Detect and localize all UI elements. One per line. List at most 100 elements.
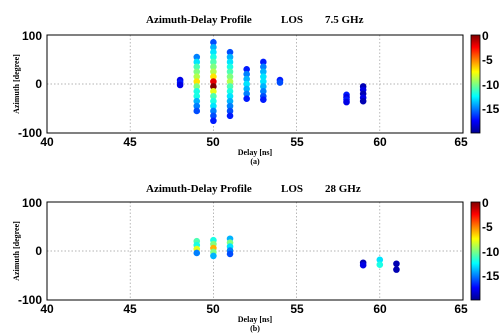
data-point — [226, 68, 234, 76]
data-point — [193, 107, 201, 115]
y-axis-label-b: Azimuth [degree] — [12, 221, 21, 281]
data-point — [260, 63, 267, 71]
data-point — [210, 88, 217, 95]
x-tick-label: 65 — [454, 135, 468, 149]
data-point — [193, 53, 201, 61]
data-point — [193, 92, 201, 100]
data-point — [243, 95, 250, 102]
data-point — [210, 58, 217, 66]
data-point — [260, 83, 267, 90]
data-point — [243, 80, 250, 88]
y-tick-label: 0 — [35, 77, 42, 91]
data-point — [210, 112, 217, 120]
axes-box-a — [46, 34, 464, 134]
data-point — [193, 63, 201, 71]
y-tick-label: 100 — [22, 29, 42, 43]
data-point — [226, 250, 234, 258]
x-tick-label: 40 — [40, 302, 54, 316]
colorbar-tick-label: -5 — [482, 53, 493, 67]
data-point — [210, 78, 217, 85]
x-tick-label: 55 — [290, 302, 304, 316]
title-mode-b: LOS — [281, 183, 303, 195]
data-point — [243, 90, 250, 98]
data-point — [243, 70, 250, 78]
caption-b: (b) — [250, 324, 260, 333]
data-point — [193, 68, 201, 76]
data-point — [226, 53, 234, 61]
data-point — [260, 88, 267, 95]
data-point — [210, 48, 217, 56]
x-axis-label-b: Delay [ns] — [238, 315, 273, 324]
data-point — [393, 260, 400, 268]
colorbar-tick-label: -10 — [482, 78, 500, 92]
x-tick-label: 40 — [40, 135, 54, 149]
caption-a: (a) — [250, 157, 260, 166]
data-point — [226, 92, 234, 100]
data-point — [260, 73, 267, 80]
data-point — [193, 102, 201, 110]
data-point — [343, 98, 350, 106]
data-point — [260, 58, 267, 66]
data-point — [260, 78, 267, 85]
data-point — [243, 85, 250, 93]
data-point — [193, 249, 201, 257]
colorbar-tick-label: -5 — [482, 220, 493, 234]
data-point — [260, 68, 267, 76]
data-point — [226, 83, 234, 90]
data-point — [176, 81, 184, 89]
data-point — [193, 83, 201, 90]
data-point — [226, 88, 234, 95]
data-point — [210, 63, 217, 71]
data-point — [226, 112, 234, 120]
x-tick-label: 60 — [373, 302, 387, 316]
data-point — [210, 68, 217, 76]
data-point — [193, 58, 201, 66]
data-point — [359, 97, 367, 105]
marks-b — [193, 235, 400, 273]
data-point — [359, 261, 367, 269]
colorbar-tick-label: 0 — [482, 29, 489, 43]
colorbar-a — [470, 34, 481, 134]
title-freq-a: 7.5 GHz — [325, 14, 364, 26]
data-point — [210, 97, 217, 105]
data-point — [393, 266, 400, 273]
data-point — [376, 256, 384, 264]
data-point — [210, 53, 217, 61]
data-point — [210, 102, 217, 110]
data-point — [243, 75, 250, 83]
x-tick-label: 55 — [290, 135, 304, 149]
title-mode-a: LOS — [281, 14, 303, 26]
data-point — [210, 73, 217, 80]
x-tick-label: 45 — [123, 302, 137, 316]
data-point — [226, 58, 234, 66]
data-point — [210, 92, 217, 100]
data-point — [226, 73, 234, 80]
x-axis-label-a: Delay [ns] — [238, 148, 273, 157]
title-main-b: Azimuth-Delay Profile — [146, 183, 252, 195]
data-point — [226, 63, 234, 71]
colorbar-b — [470, 201, 481, 301]
data-point — [226, 48, 234, 56]
data-point — [226, 78, 234, 85]
colorbar-tick-label: -10 — [482, 245, 500, 259]
data-point — [376, 261, 384, 269]
y-tick-label: 100 — [22, 196, 42, 210]
chart-panel-b: Azimuth-Delay Profile LOS 28 GHz 100 0 -… — [12, 183, 500, 333]
y-tick-label: 0 — [35, 244, 42, 258]
data-point — [193, 88, 201, 95]
title-main-a: Azimuth-Delay Profile — [146, 14, 252, 26]
data-point — [210, 107, 217, 115]
y-tick-label: -100 — [18, 293, 42, 307]
data-point — [210, 39, 217, 46]
x-tick-label: 60 — [373, 135, 387, 149]
title-freq-b: 28 GHz — [325, 183, 361, 195]
colorbar-tick-label: 0 — [482, 196, 489, 210]
marks-a — [176, 39, 367, 125]
data-point — [210, 43, 217, 51]
data-point — [193, 78, 201, 85]
data-point — [226, 107, 234, 115]
x-tick-label: 45 — [123, 135, 137, 149]
data-point — [226, 102, 234, 110]
data-point — [210, 83, 217, 90]
